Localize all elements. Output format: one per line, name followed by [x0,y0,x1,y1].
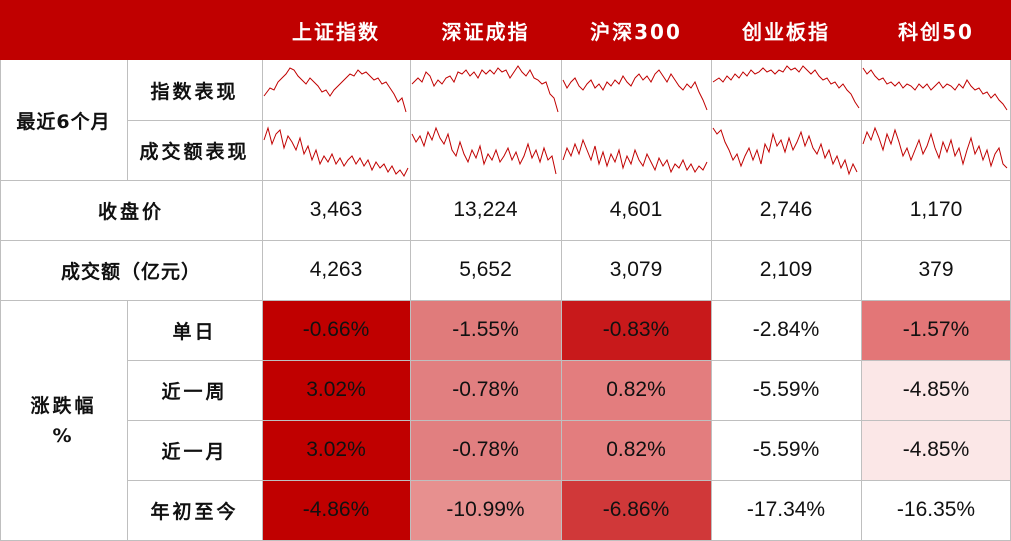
grid-line [262,60,263,541]
change-cell-chinext: -5.59% [711,420,861,480]
turnover-sse: 4,263 [309,258,363,281]
change-cell-sse: -0.66% [262,300,410,360]
change-cell-szse: -10.99% [410,480,561,540]
change-cell-csi300: 0.82% [561,420,711,480]
change-label-text: 涨跌幅 [30,394,97,417]
change-cell-star50: -4.85% [861,420,1011,480]
change-group-label: 涨跌幅 % [0,300,127,541]
sparkline-csi300-index [562,69,708,111]
turnover-chinext: 2,109 [759,258,813,281]
turnover-csi300: 3,079 [609,258,663,281]
change-cell-star50: -16.35% [861,480,1011,540]
close-price-chinext: 2,746 [759,198,813,221]
sparkline-chinext-volume [712,127,858,176]
grid-line [410,60,411,541]
grid-line [127,420,1011,421]
change-cell-chinext: -5.59% [711,360,861,420]
grid-line [0,180,1011,181]
change-row-label: 近一周 [161,380,228,403]
close-price-star50: 1,170 [909,198,963,221]
grid-line [127,360,1011,361]
volume-performance-label: 成交额表现 [139,140,250,163]
change-cell-szse: -0.78% [410,360,561,420]
change-cell-szse: -1.55% [410,300,561,360]
change-row-label: 年初至今 [150,500,239,523]
sparkline-star50-volume [862,126,1008,169]
sparkline-star50-index [862,67,1008,111]
change-cell-sse: 3.02% [262,360,410,420]
change-row-label: 近一月 [161,440,228,463]
change-cell-sse: -4.86% [262,480,410,540]
turnover-label: 成交额（亿元） [60,260,201,283]
grid-line [0,300,1011,301]
col-header-szse: 深证成指 [410,0,561,60]
grid-line [127,120,1011,121]
turnover-star50: 379 [918,258,954,281]
close-price-sse: 3,463 [309,198,363,221]
change-label-percent: % [52,424,75,447]
col-header-chinext: 创业板指 [711,0,861,60]
grid-line [0,60,1,541]
sparkline-szse-volume [411,126,557,175]
grid-line [127,480,1011,481]
change-cell-sse: 3.02% [262,420,410,480]
change-cell-csi300: 0.82% [561,360,711,420]
grid-line [0,240,1011,241]
sparkline-chinext-index [712,65,860,109]
header-blank [0,0,262,60]
sparkline-sse-volume [263,126,409,177]
index-performance-label: 指数表现 [150,80,239,103]
close-price-szse: 13,224 [453,198,518,221]
change-row-label: 单日 [172,320,217,343]
grid-line [127,60,128,180]
grid-line [861,60,862,541]
change-cell-star50: -1.57% [861,300,1011,360]
change-cell-chinext: -2.84% [711,300,861,360]
change-cell-star50: -4.85% [861,360,1011,420]
change-cell-szse: -0.78% [410,420,561,480]
col-header-sse: 上证指数 [262,0,410,60]
grid-line [711,60,712,541]
sparkline-csi300-volume [562,138,708,174]
change-cell-chinext: -17.34% [711,480,861,540]
recent-6-months-label: 最近6个月 [16,110,111,133]
change-cell-csi300: -6.86% [561,480,711,540]
col-header-star50: 科创50 [861,0,1011,60]
sparkline-szse-index [411,65,559,113]
grid-line [127,300,128,541]
close-price-csi300: 4,601 [609,198,663,221]
sparkline-sse-index [263,67,407,113]
change-cell-csi300: -0.83% [561,300,711,360]
close-price-label: 收盘价 [97,200,164,223]
col-header-csi300: 沪深300 [561,0,711,60]
turnover-szse: 5,652 [459,258,512,281]
grid-line [561,60,562,541]
